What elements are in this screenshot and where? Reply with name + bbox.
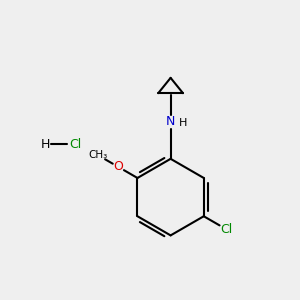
Text: Cl: Cl	[69, 138, 81, 151]
Text: CH₃: CH₃	[88, 150, 108, 160]
Text: H: H	[179, 118, 187, 128]
Text: O: O	[113, 160, 123, 173]
Text: H: H	[41, 138, 50, 151]
Text: Cl: Cl	[220, 223, 233, 236]
Text: N: N	[166, 115, 175, 128]
